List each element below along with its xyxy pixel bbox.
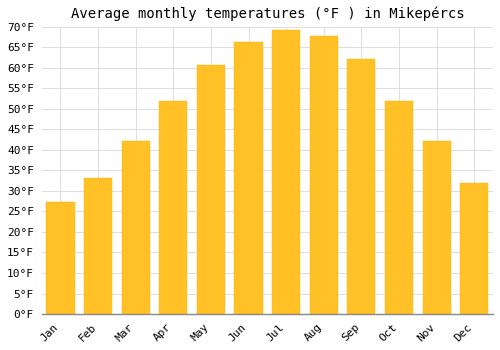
Bar — [310, 36, 338, 314]
Bar — [422, 141, 450, 314]
Bar — [84, 178, 112, 314]
Bar — [122, 141, 150, 314]
Bar — [460, 183, 488, 314]
Bar — [197, 64, 225, 314]
Bar — [272, 30, 300, 314]
Bar — [348, 59, 376, 314]
Bar — [46, 202, 74, 314]
Title: Average monthly temperatures (°F ) in Mikepércs: Average monthly temperatures (°F ) in Mi… — [70, 7, 464, 21]
Bar — [234, 42, 262, 314]
Bar — [385, 102, 413, 314]
Bar — [159, 101, 188, 314]
